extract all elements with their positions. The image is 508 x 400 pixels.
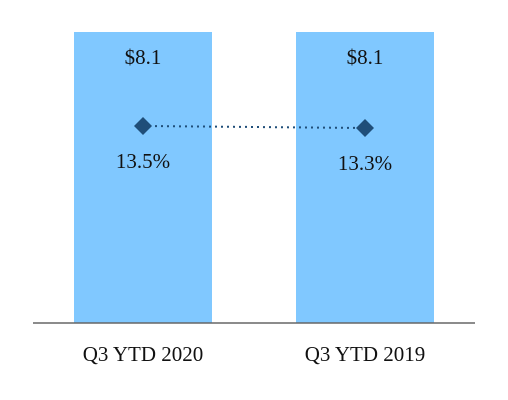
bar-value-label: $8.1 <box>125 45 162 69</box>
line <box>142 125 366 129</box>
bar-value-label: $8.1 <box>347 45 384 69</box>
line-value-label: 13.3% <box>338 151 392 175</box>
marker <box>356 119 374 137</box>
x-tick-label: Q3 YTD 2019 <box>305 342 426 366</box>
marker <box>134 117 152 135</box>
bar <box>74 32 212 323</box>
bar <box>296 32 434 323</box>
x-tick-label: Q3 YTD 2020 <box>83 342 204 366</box>
line-value-label: 13.5% <box>116 149 170 173</box>
